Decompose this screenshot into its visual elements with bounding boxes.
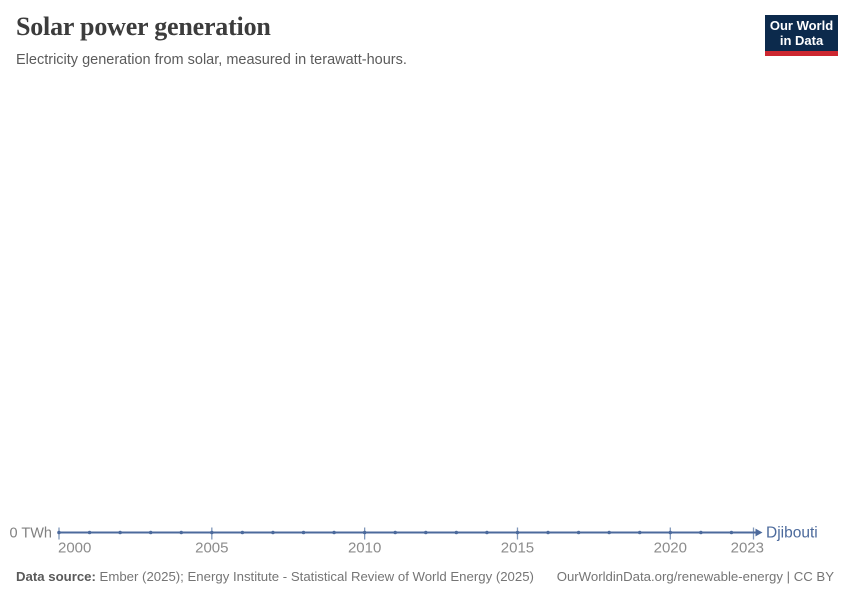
data-source-text: Ember (2025); Energy Institute - Statist… bbox=[95, 569, 534, 584]
data-point-2009[interactable] bbox=[332, 530, 336, 535]
chart-title: Solar power generation bbox=[16, 12, 271, 41]
x-axis: 2000 2005 2010 2015 2020 2023 bbox=[58, 527, 764, 557]
data-point-2003[interactable] bbox=[148, 530, 153, 535]
y-axis-zero-label: 0 TWh bbox=[10, 526, 52, 542]
axis-tick-label-2015: 2015 bbox=[501, 540, 534, 557]
data-point-2016[interactable] bbox=[546, 530, 550, 535]
axis-tick-label-2005: 2005 bbox=[195, 540, 228, 557]
data-point-2012[interactable] bbox=[423, 530, 428, 535]
data-point-2011[interactable] bbox=[393, 530, 398, 535]
owid-logo[interactable]: Our World in Data bbox=[765, 15, 838, 56]
owid-logo-line2: in Data bbox=[779, 33, 824, 48]
owid-logo-line1: Our World bbox=[769, 18, 834, 33]
data-point-2013[interactable] bbox=[454, 530, 459, 535]
data-point-2010[interactable] bbox=[362, 530, 367, 535]
data-point-2006[interactable] bbox=[240, 530, 245, 535]
data-point-2022[interactable] bbox=[729, 530, 734, 535]
axis-tick-label-2023: 2023 bbox=[731, 540, 764, 557]
axis-tick-label-2020: 2020 bbox=[654, 540, 687, 557]
axis-tick-label-2010: 2010 bbox=[348, 540, 381, 557]
entity-label: Djibouti bbox=[766, 525, 818, 542]
data-point-2017[interactable] bbox=[576, 530, 581, 535]
chart-subtitle: Electricity generation from solar, measu… bbox=[16, 52, 407, 68]
data-point-2001[interactable] bbox=[87, 530, 92, 535]
owid-url-link[interactable]: OurWorldinData.org/renewable-energy | CC… bbox=[556, 569, 834, 584]
axis-tick-label-2000: 2000 bbox=[58, 540, 91, 557]
line-end-arrow bbox=[755, 528, 763, 537]
data-point-2008[interactable] bbox=[301, 530, 306, 535]
data-point-2005[interactable] bbox=[210, 530, 214, 535]
data-series-layer bbox=[57, 528, 763, 537]
data-point-2007[interactable] bbox=[271, 530, 275, 535]
data-point-2018[interactable] bbox=[607, 530, 611, 535]
data-point-2004[interactable] bbox=[179, 530, 184, 535]
data-point-2021[interactable] bbox=[699, 530, 703, 535]
data-point-2020[interactable] bbox=[668, 530, 673, 535]
data-point-2019[interactable] bbox=[637, 530, 642, 535]
data-point-2000[interactable] bbox=[57, 530, 61, 535]
data-source-label: Data source: bbox=[16, 569, 96, 584]
data-source-note: Data source: Ember (2025); Energy Instit… bbox=[16, 569, 534, 584]
data-point-2015[interactable] bbox=[515, 530, 520, 535]
data-point-2002[interactable] bbox=[118, 530, 122, 535]
data-point-2014[interactable] bbox=[485, 530, 489, 535]
